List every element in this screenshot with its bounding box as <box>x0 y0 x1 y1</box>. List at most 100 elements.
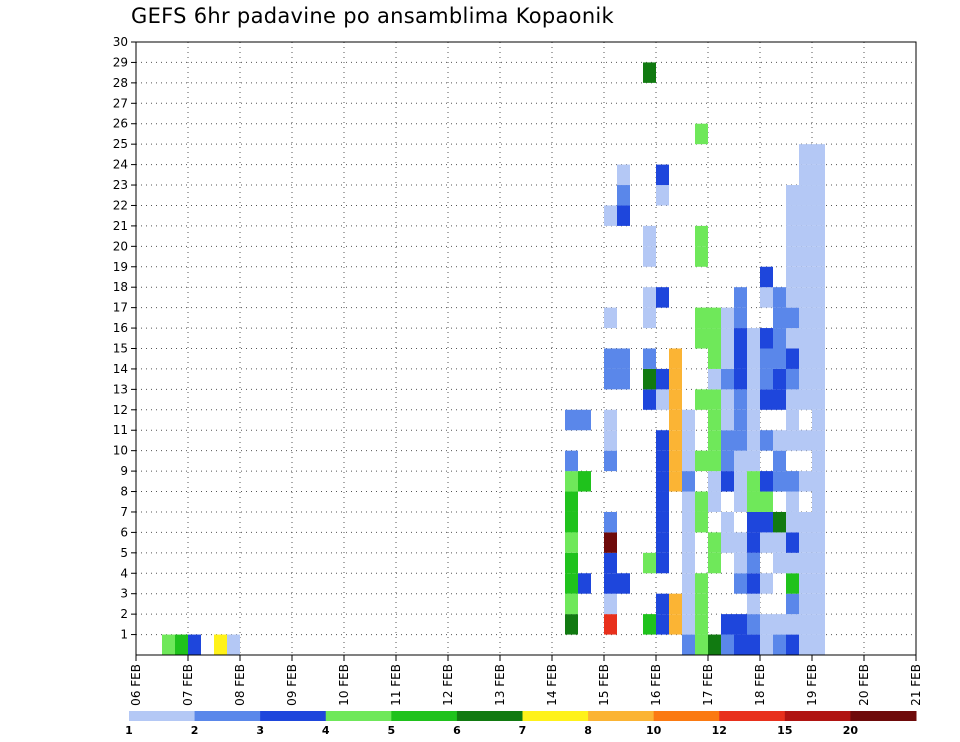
heatmap-cell <box>695 614 708 635</box>
y-tick-label: 2 <box>120 607 128 621</box>
heatmap-cell <box>747 450 760 472</box>
heatmap-cell <box>604 368 617 390</box>
heatmap-cell <box>695 246 708 267</box>
heatmap-cell <box>747 389 760 410</box>
heatmap-cell <box>669 368 682 390</box>
heatmap-cell <box>760 634 773 655</box>
heatmap-cell <box>734 450 747 472</box>
heatmap-cell <box>565 450 578 472</box>
heatmap-cell <box>721 368 734 390</box>
heatmap-cell <box>799 328 812 349</box>
heatmap-cell <box>565 409 578 431</box>
colorbar-tick-label: 1 <box>125 724 133 737</box>
heatmap-cell <box>812 532 825 553</box>
y-tick-label: 15 <box>113 342 128 356</box>
heatmap-cell <box>643 62 656 83</box>
heatmap-cell <box>721 348 734 369</box>
y-tick-label: 12 <box>113 403 128 417</box>
heatmap-cell <box>799 225 812 247</box>
heatmap-cell <box>773 614 786 635</box>
heatmap-cell <box>812 225 825 247</box>
heatmap-cell <box>604 450 617 472</box>
heatmap-cell <box>708 368 721 390</box>
heatmap-cell <box>799 185 812 206</box>
heatmap-cell <box>812 389 825 410</box>
heatmap-cell <box>760 389 773 410</box>
heatmap-cell <box>669 389 682 410</box>
heatmap-cell <box>799 389 812 410</box>
heatmap-cell <box>812 246 825 267</box>
heatmap-cell <box>773 348 786 369</box>
heatmap-cell <box>708 552 721 574</box>
heatmap-cell <box>799 593 812 615</box>
heatmap-cell <box>799 614 812 635</box>
heatmap-cell <box>604 511 617 533</box>
heatmap-cell <box>760 614 773 635</box>
heatmap-cell <box>799 164 812 186</box>
heatmap-cell <box>227 634 240 655</box>
heatmap-cell <box>565 511 578 533</box>
heatmap-cell <box>721 307 734 329</box>
heatmap-cell <box>604 409 617 431</box>
heatmap-cell <box>643 552 656 574</box>
x-tick-label: 20 FEB <box>857 664 871 706</box>
heatmap-cell <box>747 614 760 635</box>
heatmap-cell <box>786 593 799 615</box>
heatmap-cell <box>578 573 591 594</box>
heatmap-cell <box>695 123 708 145</box>
heatmap-cell <box>747 552 760 574</box>
colorbar-swatch <box>194 711 261 721</box>
x-tick-label: 11 FEB <box>389 664 403 706</box>
y-tick-label: 11 <box>113 423 128 437</box>
heatmap-cell <box>734 573 747 594</box>
heatmap-cell <box>799 205 812 226</box>
y-tick-label: 6 <box>120 525 128 539</box>
heatmap-cell <box>812 205 825 226</box>
heatmap-cell <box>656 389 669 410</box>
x-tick-label: 07 FEB <box>181 664 195 706</box>
heatmap-cell <box>656 593 669 615</box>
heatmap-cell <box>656 287 669 308</box>
chart-title: GEFS 6hr padavine po ansamblima Kopaonik <box>131 4 615 28</box>
heatmap-cell <box>760 430 773 451</box>
heatmap-cell <box>695 634 708 655</box>
heatmap-cell <box>786 491 799 512</box>
heatmap-cell <box>812 144 825 165</box>
heatmap-cell <box>643 287 656 308</box>
heatmap-cell <box>734 430 747 451</box>
heatmap-cell <box>812 511 825 533</box>
heatmap-cell <box>708 450 721 472</box>
y-tick-label: 7 <box>120 505 128 519</box>
heatmap-cell <box>669 471 682 492</box>
heatmap-cell <box>773 307 786 329</box>
x-tick-label: 17 FEB <box>701 664 715 706</box>
colorbar-tick-label: 7 <box>519 724 527 737</box>
heatmap-cell <box>734 614 747 635</box>
heatmap-cell <box>656 511 669 533</box>
heatmap-cell <box>682 450 695 472</box>
colorbar: 1 2 3 4 5 6 7 8 10 12 15 20 <box>125 711 917 737</box>
heatmap-cell <box>656 471 669 492</box>
heatmap-cell <box>786 471 799 492</box>
heatmap-cell <box>773 532 786 553</box>
heatmap-cell <box>643 348 656 369</box>
y-tick-label: 25 <box>113 137 128 151</box>
heatmap-cell <box>773 450 786 472</box>
y-tick-label: 5 <box>120 546 128 560</box>
heatmap-cell <box>695 491 708 512</box>
heatmap-cell <box>760 328 773 349</box>
heatmap-cell <box>760 368 773 390</box>
heatmap-cell <box>760 491 773 512</box>
heatmap-cell <box>734 634 747 655</box>
y-tick-label: 18 <box>113 280 128 294</box>
heatmap-cell <box>721 614 734 635</box>
heatmap-cell <box>565 593 578 615</box>
heatmap-cell <box>695 573 708 594</box>
heatmap-cell <box>812 287 825 308</box>
heatmap-cell <box>812 552 825 574</box>
heatmap-cell <box>786 389 799 410</box>
heatmap-cell <box>812 573 825 594</box>
y-tick-label: 30 <box>113 35 128 49</box>
heatmap-cell <box>812 164 825 186</box>
x-tick-label: 06 FEB <box>129 664 143 706</box>
